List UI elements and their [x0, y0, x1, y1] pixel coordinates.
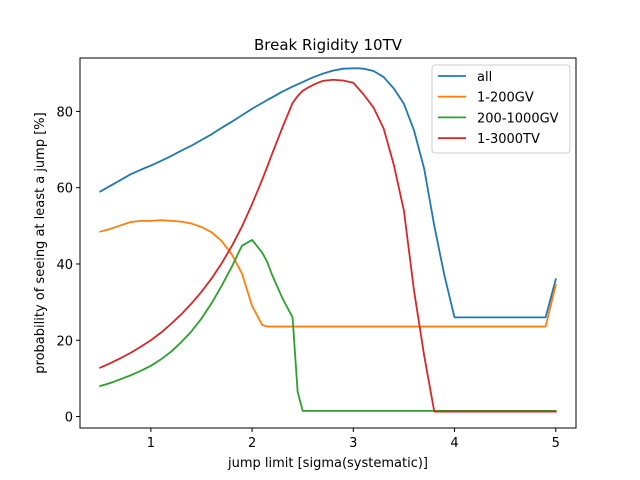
x-tick-label: 1 — [147, 436, 155, 451]
y-tick-label: 80 — [56, 105, 73, 120]
legend-box — [431, 64, 571, 154]
legend-label-3: 1-3000TV — [477, 132, 540, 147]
chart-title: Break Rigidity 10TV — [254, 36, 403, 54]
y-axis-label: probability of seeing at least a jump [%… — [33, 112, 48, 373]
ticks-layer: 1 2 3 4 5 0 20 40 60 80 — [56, 105, 559, 451]
x-tick-label: 4 — [450, 436, 458, 451]
x-tick-label: 3 — [349, 436, 357, 451]
y-tick-label: 60 — [56, 182, 73, 197]
legend-items: all 1-200GV 200-1000GV 1-3000TV — [438, 70, 559, 147]
y-tick-label: 0 — [65, 411, 73, 426]
series-layer — [99, 67, 557, 413]
series-line-1 — [99, 219, 557, 328]
series-line-3 — [99, 78, 557, 413]
series-line-0 — [99, 67, 557, 319]
y-tick-label: 40 — [56, 258, 73, 273]
series-line-2 — [99, 239, 557, 412]
x-axis-label: jump limit [sigma(systematic)] — [227, 456, 428, 471]
legend-label-2: 200-1000GV — [477, 111, 559, 126]
legend-label-0: all — [477, 70, 492, 85]
y-tick-label: 20 — [56, 334, 73, 349]
x-tick-label: 5 — [552, 436, 560, 451]
plot-frame — [79, 57, 577, 429]
legend-label-1: 1-200GV — [477, 91, 534, 106]
legend: all 1-200GV 200-1000GV 1-3000TV — [431, 64, 571, 154]
x-tick-label: 2 — [248, 436, 256, 451]
